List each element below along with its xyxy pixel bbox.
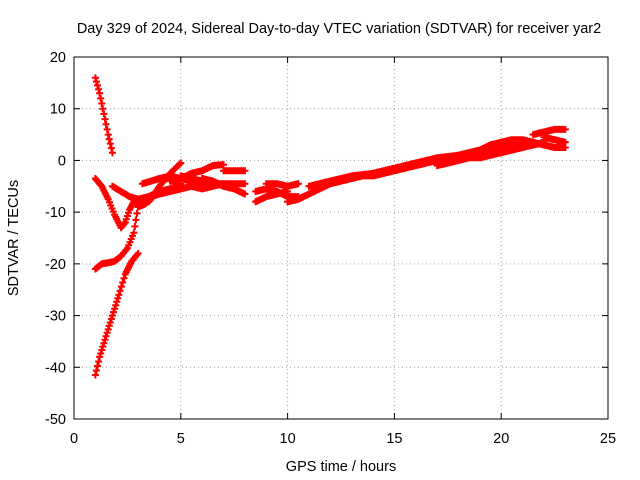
series-markers bbox=[91, 195, 155, 273]
series-14 bbox=[262, 180, 302, 190]
axis-ticks: 0 5 10 15 20 25 -50 -40 -30 -20 -10 0 10 20 bbox=[45, 50, 616, 447]
chart-title: Day 329 of 2024, Sidereal Day-to-day VTE… bbox=[77, 21, 601, 37]
series-10 bbox=[198, 175, 249, 198]
y-tick-label: 20 bbox=[50, 50, 66, 66]
y-tick-label: -40 bbox=[45, 360, 66, 376]
x-tick-label: 5 bbox=[177, 431, 185, 447]
x-tick-label: 0 bbox=[70, 431, 78, 447]
series-markers bbox=[198, 175, 249, 198]
series-19 bbox=[529, 125, 569, 139]
series-markers bbox=[476, 136, 537, 154]
y-axis-label: SDTVAR / TECUs bbox=[6, 180, 22, 296]
plot-frame bbox=[73, 56, 609, 420]
series-3 bbox=[91, 195, 155, 273]
x-tick-label: 25 bbox=[600, 431, 616, 447]
series-1 bbox=[91, 74, 116, 157]
grid bbox=[74, 57, 608, 419]
series-markers bbox=[145, 159, 185, 206]
series-markers bbox=[91, 74, 116, 157]
series-13 bbox=[252, 188, 292, 206]
series-7 bbox=[145, 159, 185, 206]
series-20 bbox=[529, 138, 569, 151]
x-tick-label: 15 bbox=[386, 431, 402, 447]
series-markers bbox=[91, 250, 142, 379]
series-markers bbox=[529, 125, 569, 139]
series-markers bbox=[220, 167, 249, 175]
series-18 bbox=[476, 136, 537, 154]
series-4 bbox=[91, 250, 142, 379]
x-tick-label: 10 bbox=[280, 431, 296, 447]
y-tick-label: 10 bbox=[50, 102, 66, 118]
y-tick-label: -10 bbox=[45, 205, 66, 221]
y-tick-label: -30 bbox=[45, 309, 66, 325]
y-tick-label: 0 bbox=[58, 153, 66, 169]
series-markers bbox=[529, 138, 569, 151]
plot-area bbox=[91, 74, 569, 379]
series-markers bbox=[252, 188, 292, 206]
y-tick-label: -50 bbox=[45, 412, 66, 428]
y-tick-label: -20 bbox=[45, 257, 66, 273]
x-axis-label: GPS time / hours bbox=[286, 459, 396, 475]
series-markers bbox=[262, 180, 302, 190]
series-markers bbox=[540, 133, 569, 146]
series-11 bbox=[220, 167, 249, 175]
x-tick-label: 20 bbox=[493, 431, 509, 447]
series-21 bbox=[540, 133, 569, 146]
